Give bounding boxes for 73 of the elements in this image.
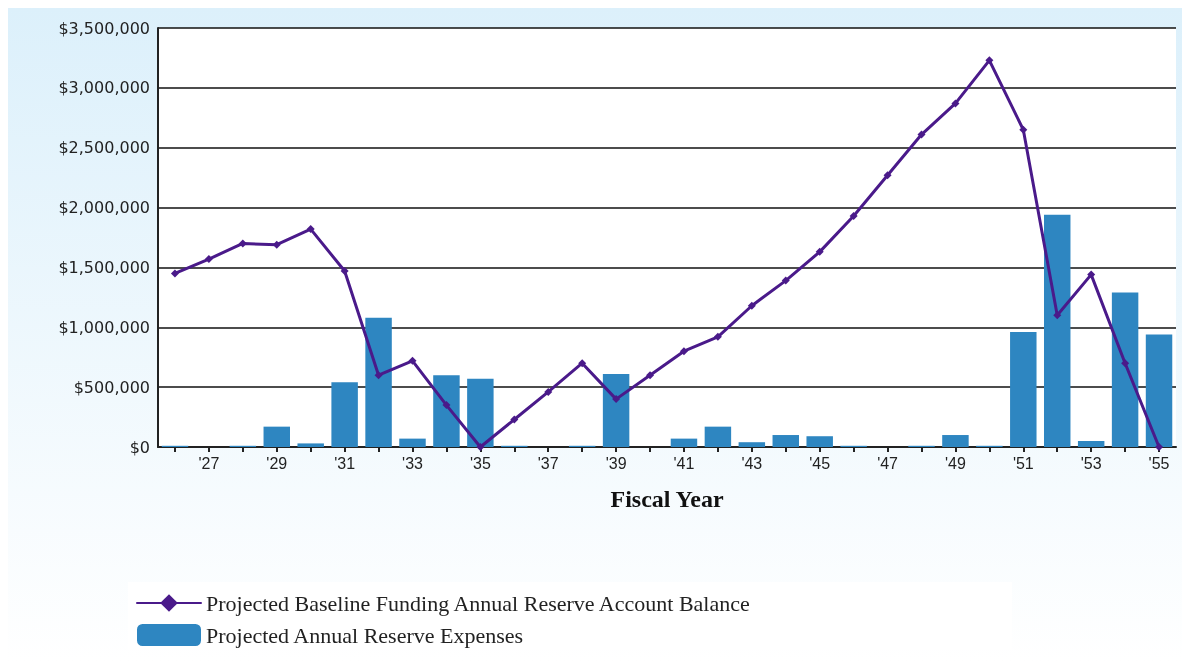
bar [399,438,426,447]
bar [942,435,969,447]
y-tick-label: $3,000,000 [58,78,150,98]
point [510,415,519,424]
x-tick-label: '37 [537,454,559,472]
bar [670,438,698,447]
x-tick-label: '29 [266,454,288,472]
point [781,276,790,285]
point [815,247,824,256]
point [1087,270,1096,279]
x-tick-label: '41 [673,454,695,472]
point [612,395,621,404]
bar [1111,292,1139,447]
legend-label: Projected Annual Reserve Expenses [206,622,524,648]
point [340,267,349,276]
bar [1145,334,1173,447]
point [1019,125,1028,134]
point [713,332,722,341]
bar [704,426,732,447]
point [204,255,213,264]
point [374,371,383,380]
x-tick-label: '43 [741,454,763,472]
bar [772,435,799,447]
point [578,359,587,368]
point [238,239,247,248]
bar [263,426,290,447]
bar [1077,441,1105,447]
y-tick-label: $1,500,000 [58,257,150,277]
x-tick-label: '47 [877,454,899,472]
x-tick-label: '45 [809,454,831,472]
point [306,225,315,234]
bar [467,378,494,447]
x-tick-label: '53 [1080,454,1102,472]
x-tick-label: '49 [945,454,966,472]
point [883,171,892,180]
point [646,371,655,380]
y-tick-label: $2,000,000 [58,198,150,218]
y-tick-label: $3,500,000 [58,18,150,38]
point [951,99,960,108]
bar [1044,214,1071,447]
point [408,356,417,365]
point [747,301,756,310]
bar [331,382,358,447]
y-tick-label: $2,500,000 [58,138,150,158]
point [544,387,553,396]
point [1155,443,1164,451]
x-tick-label: '39 [605,454,627,472]
point [849,211,858,220]
point [679,347,688,356]
bar [738,442,766,447]
y-tick-label: $0 [129,437,150,457]
x-tick-label: '55 [1148,454,1170,472]
y-tick-label: $500,000 [73,377,150,397]
point [170,269,179,278]
x-tick-label: '35 [469,454,491,472]
x-axis-title: Fiscal Year [610,486,724,512]
legend-label: Projected Baseline Funding Annual Reserve Account Balance [206,590,750,616]
x-tick-label: '31 [334,454,356,472]
bar [806,436,833,447]
x-tick-label: '33 [402,454,424,472]
bar [297,443,324,447]
point [442,401,451,410]
bar [602,373,630,447]
bar [433,375,460,447]
y-tick-label: $1,000,000 [58,317,150,337]
bar [365,317,392,447]
bar [1010,332,1037,447]
point [476,443,485,451]
x-tick-label: '27 [198,454,220,472]
point [1121,359,1130,368]
point [917,130,926,139]
x-tick-label: '51 [1012,454,1034,472]
point [985,56,994,65]
